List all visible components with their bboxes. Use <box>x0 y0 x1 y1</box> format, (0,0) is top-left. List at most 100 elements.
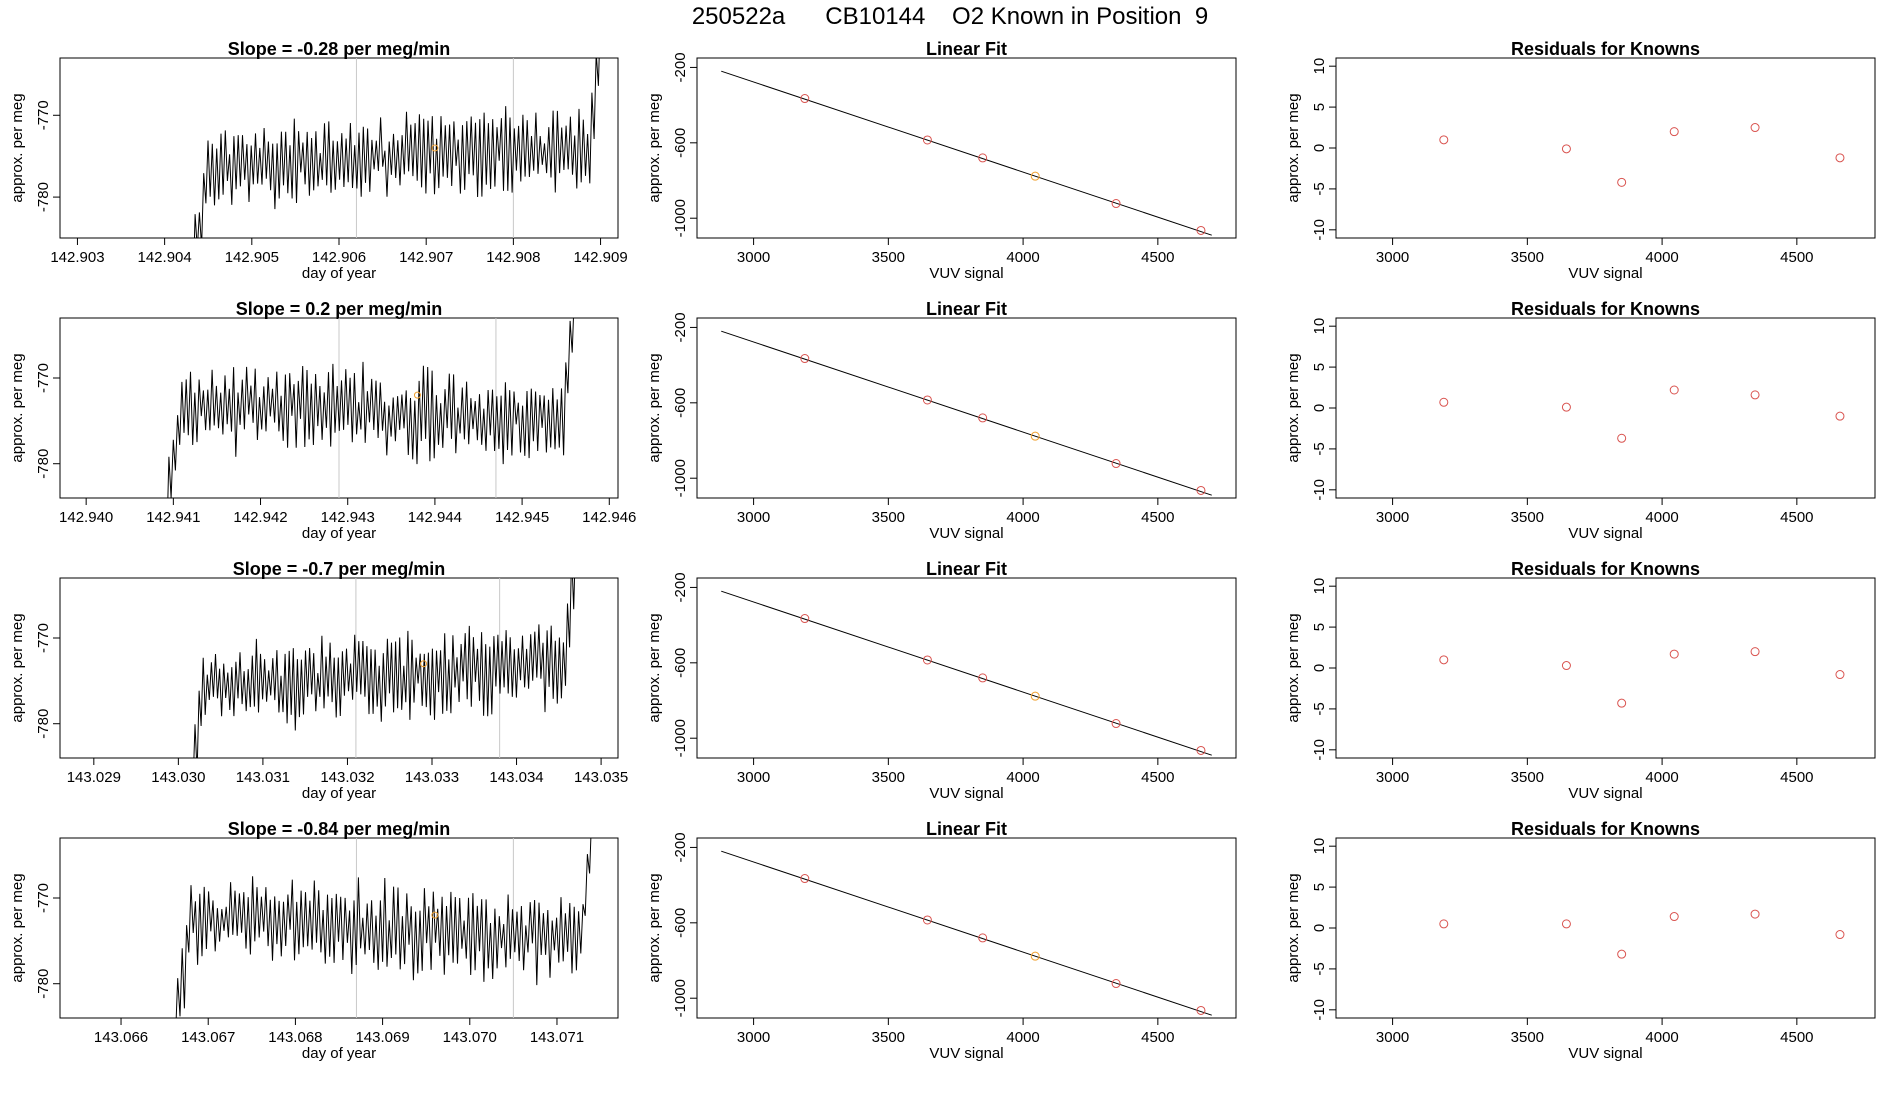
panel-3-1: Slope = -0.7 per meg/min 143.029 143.030 14… <box>9 559 628 802</box>
panel-3-3: Residuals for Knowns 3000 3500 4000 4500 VUV … <box>1285 559 1876 802</box>
y-tick-label: -780 <box>35 969 52 999</box>
y-tick-label: -10 <box>1311 999 1328 1021</box>
plot-area <box>193 578 576 758</box>
chart-title: Residuals for Knowns <box>1511 559 1700 579</box>
residual-point <box>1617 177 1627 187</box>
residual-point <box>1561 661 1571 671</box>
plot-frame <box>1335 57 1876 239</box>
y-tick-label: -1000 <box>672 719 689 757</box>
x-tick-label: 143.034 <box>489 769 543 786</box>
plot-frame <box>696 837 1237 1019</box>
residual-point <box>1439 135 1449 145</box>
residual-point <box>1750 647 1760 657</box>
x-tick-label: 143.067 <box>181 1029 235 1046</box>
y-tick-label: -200 <box>672 52 689 82</box>
highlight-point <box>413 391 421 399</box>
y-tick-label: 5 <box>1311 363 1328 371</box>
x-tick-label: 142.942 <box>233 509 287 526</box>
plot-area <box>1439 123 1845 187</box>
residual-point <box>1750 390 1760 400</box>
y-tick-label: -600 <box>672 128 689 158</box>
data-point <box>1111 459 1121 469</box>
highlight-point <box>1030 431 1040 441</box>
highlight-point <box>420 660 428 668</box>
x-axis-label: VUV signal <box>1568 1045 1642 1062</box>
y-tick-label: 0 <box>1311 924 1328 932</box>
y-tick-label: -780 <box>35 182 52 212</box>
chart-title: Linear Fit <box>926 299 1007 319</box>
x-tick-label: 4000 <box>1645 249 1678 266</box>
fit-line <box>721 330 1212 496</box>
residual-point <box>1617 698 1627 708</box>
x-axis-label: day of year <box>302 1045 376 1062</box>
y-axis-label: approx. per meg <box>9 873 26 982</box>
plot-area <box>721 590 1212 756</box>
x-tick-label: 3000 <box>1376 249 1409 266</box>
y-tick-label: -5 <box>1311 702 1328 715</box>
x-tick-label: 142.905 <box>225 249 279 266</box>
x-tick-label: 143.069 <box>355 1029 409 1046</box>
y-tick-label: -5 <box>1311 442 1328 455</box>
x-tick-label: 4000 <box>1006 769 1039 786</box>
plot-frame <box>1335 837 1876 1019</box>
data-trace <box>175 838 592 1018</box>
x-tick-label: 3500 <box>1511 769 1544 786</box>
chart-title: Slope = -0.7 per meg/min <box>233 559 446 579</box>
panel-2-1: Slope = 0.2 per meg/min 142.940 142.941 142… <box>9 299 636 542</box>
x-tick-label: 3500 <box>1511 509 1544 526</box>
chart-title: Slope = 0.2 per meg/min <box>236 299 443 319</box>
panel-3-2: Linear Fit 3000 3500 4000 4500 VUV signal -200… <box>646 559 1237 802</box>
x-tick-label: 3000 <box>1376 1029 1409 1046</box>
chart-title: Residuals for Knowns <box>1511 39 1700 59</box>
data-point <box>978 673 988 683</box>
y-tick-label: -5 <box>1311 962 1328 975</box>
plot-area <box>167 318 574 498</box>
x-tick-label: 4000 <box>1645 1029 1678 1046</box>
y-tick-label: -200 <box>672 572 689 602</box>
x-tick-label: 3000 <box>1376 509 1409 526</box>
panel-4-2: Linear Fit 3000 3500 4000 4500 VUV signal -200… <box>646 819 1237 1062</box>
y-axis-label: approx. per meg <box>9 613 26 722</box>
plot-frame <box>696 577 1237 759</box>
y-tick-label: -200 <box>672 832 689 862</box>
data-trace <box>193 58 600 238</box>
residual-point <box>1835 930 1845 940</box>
x-tick-label: 4500 <box>1141 1029 1174 1046</box>
y-tick-label: -770 <box>35 100 52 130</box>
y-tick-label: -10 <box>1311 479 1328 501</box>
residual-point <box>1439 919 1449 929</box>
data-point <box>1196 225 1206 235</box>
x-tick-label: 4500 <box>1780 249 1813 266</box>
y-tick-label: -1000 <box>672 979 689 1017</box>
x-tick-label: 4000 <box>1006 509 1039 526</box>
x-tick-label: 143.033 <box>405 769 459 786</box>
x-tick-label: 142.941 <box>146 509 200 526</box>
y-tick-label: 5 <box>1311 623 1328 631</box>
y-axis-label: approx. per meg <box>1285 873 1302 982</box>
x-tick-label: 142.906 <box>312 249 366 266</box>
chart-title: Linear Fit <box>926 559 1007 579</box>
data-point <box>978 933 988 943</box>
x-tick-label: 3500 <box>872 509 905 526</box>
chart-title: Slope = -0.28 per meg/min <box>228 39 451 59</box>
x-tick-label: 4500 <box>1141 509 1174 526</box>
highlight-point <box>1030 691 1040 701</box>
y-tick-label: -600 <box>672 908 689 938</box>
y-tick-label: -10 <box>1311 219 1328 241</box>
x-tick-label: 4000 <box>1645 769 1678 786</box>
chart-title: Residuals for Knowns <box>1511 299 1700 319</box>
chart-title: Residuals for Knowns <box>1511 819 1700 839</box>
x-tick-label: 143.030 <box>151 769 205 786</box>
plot-area <box>175 838 592 1018</box>
x-tick-label: 142.909 <box>573 249 627 266</box>
x-tick-label: 142.903 <box>50 249 104 266</box>
y-tick-label: 10 <box>1311 578 1328 595</box>
panel-4-1: Slope = -0.84 per meg/min 143.066 143.067 1… <box>9 819 619 1062</box>
x-tick-label: 142.945 <box>495 509 549 526</box>
residual-point <box>1669 649 1679 659</box>
panel-1-2: Linear Fit 3000 3500 4000 4500 VUV signal -200… <box>646 39 1237 282</box>
residual-point <box>1439 655 1449 665</box>
x-tick-label: 3500 <box>1511 249 1544 266</box>
y-tick-label: 5 <box>1311 883 1328 891</box>
